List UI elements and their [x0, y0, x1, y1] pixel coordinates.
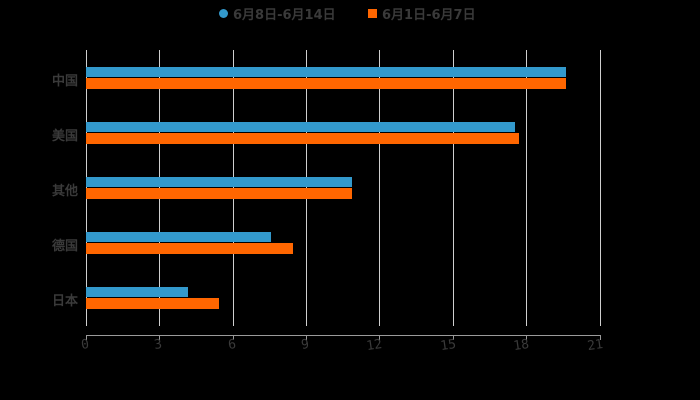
x-tick-label: 18 [512, 337, 531, 355]
x-tick-label: 0 [80, 337, 91, 353]
grid-line [600, 50, 601, 326]
x-tick [159, 335, 160, 340]
x-tick [86, 335, 87, 340]
x-axis-line [86, 335, 600, 336]
x-tick [453, 335, 454, 340]
bar-week2[interactable] [86, 232, 272, 242]
grid-line [526, 50, 527, 326]
bar-week2[interactable] [86, 122, 516, 132]
grid-line [379, 50, 380, 326]
legend-square-icon [368, 8, 377, 18]
legend-circle-icon [219, 8, 228, 18]
category-label: 中国 [51, 74, 78, 89]
x-tick-label: 21 [586, 337, 605, 355]
bar-week2[interactable] [86, 287, 189, 297]
legend-item-week2[interactable]: 6月8日-6月14日 [219, 3, 336, 23]
x-tick-label: 3 [153, 337, 164, 353]
x-tick [233, 335, 234, 340]
category-label: 日本 [51, 294, 78, 309]
x-tick [306, 335, 307, 340]
legend-label: 6月1日-6月7日 [382, 7, 476, 23]
x-tick-label: 12 [365, 337, 384, 355]
legend-label: 6月8日-6月14日 [233, 7, 336, 23]
x-tick [379, 335, 380, 340]
bar-week1[interactable] [86, 78, 567, 89]
bar-week1[interactable] [86, 298, 220, 309]
x-tick [600, 335, 601, 340]
x-tick-label: 15 [439, 337, 458, 355]
x-tick-label: 9 [300, 337, 311, 353]
grid-line [453, 50, 454, 326]
bar-week2[interactable] [86, 177, 353, 187]
chart-legend: 6月8日-6月14日 6月1日-6月7日 [0, 3, 700, 23]
bar-week2[interactable] [86, 67, 567, 77]
category-label: 美国 [51, 129, 78, 144]
legend-item-week1[interactable]: 6月1日-6月7日 [368, 3, 476, 23]
category-label: 德国 [51, 239, 78, 254]
x-tick [526, 335, 527, 340]
bar-week1[interactable] [86, 133, 520, 144]
bar-week1[interactable] [86, 188, 353, 199]
bar-week1[interactable] [86, 243, 294, 254]
x-tick-label: 6 [227, 337, 238, 353]
category-label: 其他 [51, 184, 78, 199]
